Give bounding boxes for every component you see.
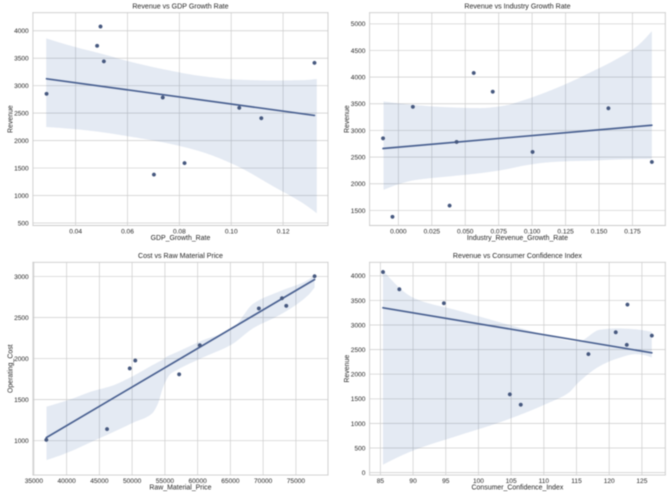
svg-text:65000: 65000 (221, 478, 240, 485)
svg-text:4000: 4000 (351, 75, 366, 82)
svg-text:500: 500 (354, 445, 365, 452)
svg-text:100: 100 (473, 478, 484, 485)
svg-text:70000: 70000 (254, 478, 273, 485)
svg-text:3500: 3500 (351, 298, 366, 305)
svg-text:0.06: 0.06 (121, 228, 134, 235)
svg-text:4000: 4000 (351, 273, 366, 280)
svg-text:105: 105 (506, 478, 517, 485)
svg-text:45000: 45000 (90, 478, 109, 485)
svg-text:Raw_Material_Price: Raw_Material_Price (149, 485, 211, 492)
svg-text:Revenue vs Consumer Confidence: Revenue vs Consumer Confidence Index (453, 252, 583, 260)
svg-text:2000: 2000 (14, 356, 29, 363)
svg-text:0.100: 0.100 (524, 228, 541, 235)
svg-text:Revenue vs Industry Growth Rat: Revenue vs Industry Growth Rate (464, 3, 570, 11)
svg-text:Revenue: Revenue (7, 105, 14, 133)
svg-text:500: 500 (18, 220, 29, 227)
svg-text:5000: 5000 (351, 21, 366, 28)
svg-text:2500: 2500 (14, 111, 29, 118)
svg-text:90: 90 (409, 478, 417, 485)
svg-text:60000: 60000 (188, 478, 207, 485)
svg-text:0.10: 0.10 (225, 228, 238, 235)
svg-text:2000: 2000 (14, 138, 29, 145)
svg-text:55000: 55000 (156, 478, 175, 485)
svg-text:3500: 3500 (14, 56, 29, 63)
svg-text:2000: 2000 (351, 372, 366, 379)
svg-text:3000: 3000 (351, 128, 366, 135)
svg-text:2500: 2500 (351, 347, 366, 354)
svg-text:4000: 4000 (14, 28, 29, 35)
svg-text:110: 110 (539, 478, 550, 485)
svg-text:Revenue: Revenue (344, 105, 351, 133)
svg-text:0: 0 (362, 470, 366, 477)
svg-text:Cost vs Raw Material Price: Cost vs Raw Material Price (138, 252, 223, 260)
svg-text:75000: 75000 (287, 478, 306, 485)
svg-text:115: 115 (571, 478, 582, 485)
svg-text:0.025: 0.025 (424, 228, 441, 235)
svg-text:3500: 3500 (351, 101, 366, 108)
svg-text:2500: 2500 (14, 315, 29, 322)
svg-text:85: 85 (377, 478, 385, 485)
svg-text:Operating_Cost: Operating_Cost (7, 344, 14, 393)
svg-text:40000: 40000 (57, 478, 76, 485)
svg-text:Industry_Revenue_Growth_Rate: Industry_Revenue_Growth_Rate (467, 235, 568, 242)
svg-text:35000: 35000 (25, 478, 44, 485)
svg-text:1500: 1500 (14, 165, 29, 172)
svg-text:1000: 1000 (14, 438, 29, 445)
svg-text:0.12: 0.12 (277, 228, 290, 235)
svg-text:1500: 1500 (351, 208, 366, 215)
svg-text:0.150: 0.150 (591, 228, 608, 235)
svg-text:1500: 1500 (351, 396, 366, 403)
svg-text:125: 125 (636, 478, 647, 485)
svg-text:0.050: 0.050 (457, 228, 474, 235)
svg-text:4500: 4500 (351, 48, 366, 55)
svg-text:3000: 3000 (351, 322, 366, 329)
svg-text:0.08: 0.08 (173, 228, 186, 235)
svg-text:Revenue vs GDP Growth Rate: Revenue vs GDP Growth Rate (132, 3, 228, 11)
svg-text:1000: 1000 (14, 193, 29, 200)
svg-text:Consumer_Confidence_Index: Consumer_Confidence_Index (472, 485, 564, 492)
svg-text:95: 95 (442, 478, 450, 485)
svg-text:0.000: 0.000 (390, 228, 407, 235)
svg-text:2000: 2000 (351, 181, 366, 188)
svg-text:0.125: 0.125 (557, 228, 574, 235)
svg-text:3000: 3000 (14, 83, 29, 90)
svg-text:GDP_Growth_Rate: GDP_Growth_Rate (151, 235, 211, 242)
svg-text:2500: 2500 (351, 154, 366, 161)
svg-text:0.075: 0.075 (490, 228, 507, 235)
svg-text:1500: 1500 (14, 397, 29, 404)
svg-text:0.175: 0.175 (624, 228, 641, 235)
svg-text:0.04: 0.04 (69, 228, 82, 235)
svg-text:1000: 1000 (351, 421, 366, 428)
svg-text:3000: 3000 (14, 274, 29, 281)
svg-text:120: 120 (604, 478, 615, 485)
svg-text:Revenue: Revenue (344, 355, 351, 383)
svg-text:50000: 50000 (123, 478, 142, 485)
